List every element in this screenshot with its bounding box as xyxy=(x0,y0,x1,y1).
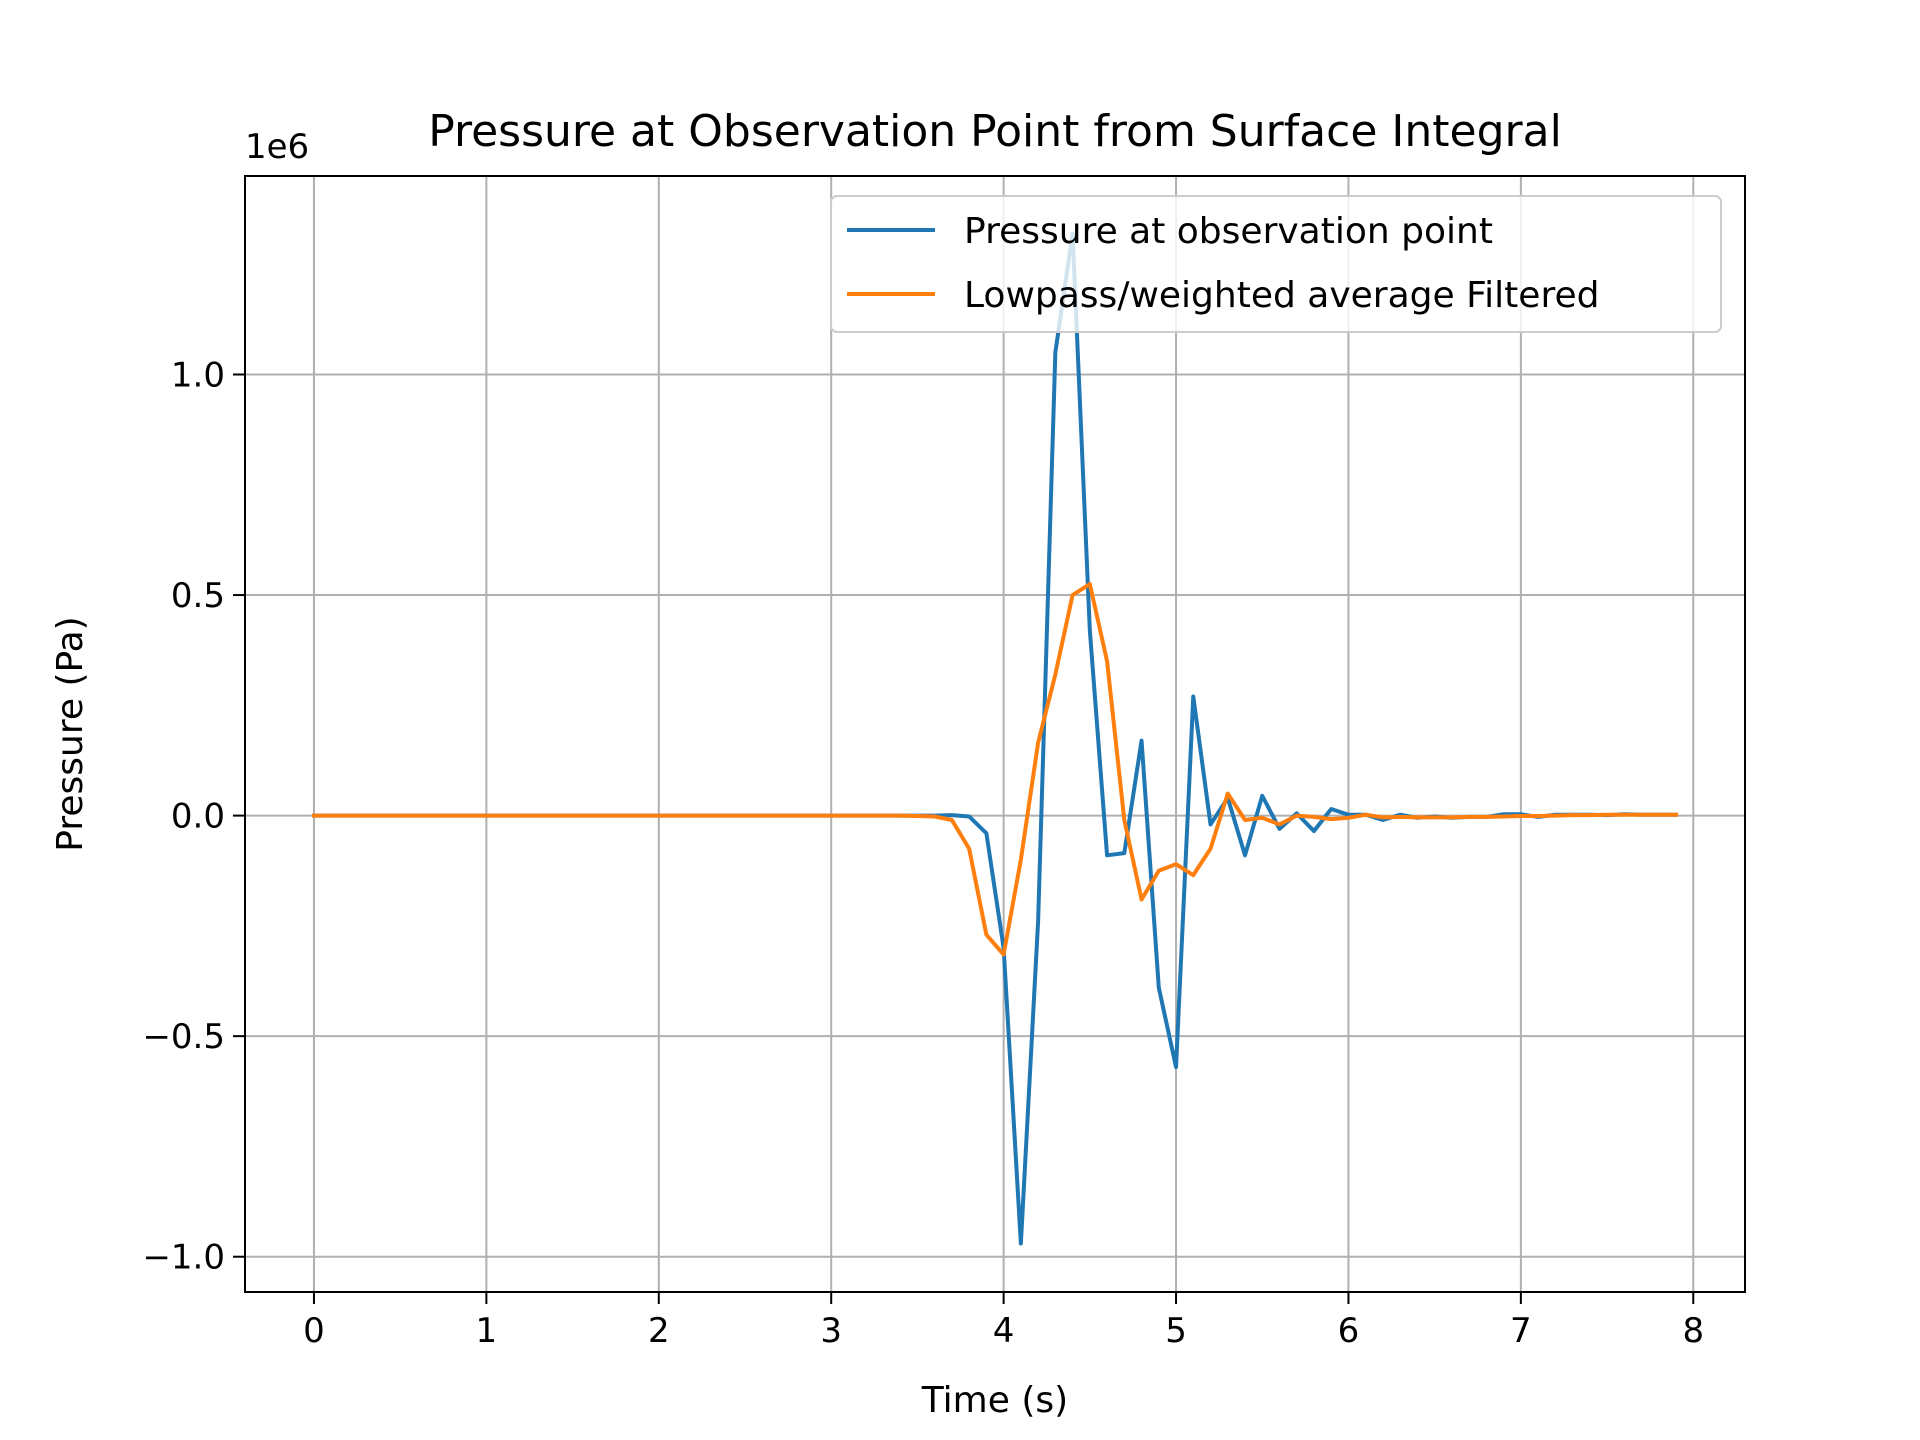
y-tick-label: 0.5 xyxy=(171,576,225,616)
y-tick-label: 0.0 xyxy=(171,797,225,837)
series-layer xyxy=(311,231,1679,1246)
x-tick-label: 1 xyxy=(476,1311,498,1351)
y-tick-label: 1.0 xyxy=(171,355,225,395)
y-tick-label: −0.5 xyxy=(142,1017,225,1057)
x-tick-label: 2 xyxy=(648,1311,670,1351)
legend-label-filtered: Lowpass/weighted average Filtered xyxy=(964,275,1599,316)
legend-label-pressure: Pressure at observation point xyxy=(964,211,1493,252)
x-tick-label: 4 xyxy=(993,1311,1015,1351)
y-axis-label: Pressure (Pa) xyxy=(50,616,91,851)
grid xyxy=(245,176,1745,1292)
x-tick-label: 3 xyxy=(820,1311,842,1351)
chart-title: Pressure at Observation Point from Surfa… xyxy=(428,106,1562,157)
y-tick-label: −1.0 xyxy=(142,1238,225,1278)
y-offset-label: 1e6 xyxy=(245,127,309,167)
x-tick-label: 7 xyxy=(1510,1311,1532,1351)
legend-box xyxy=(830,195,1722,333)
series-line-1 xyxy=(311,582,1679,957)
x-tick-label: 0 xyxy=(303,1311,325,1351)
x-tick-label: 6 xyxy=(1338,1311,1360,1351)
ticks: 0 1 2 3 4 5 6 7 8 −1.0 −0.5 0.0 0.5 1.0 xyxy=(142,355,1704,1351)
legend: Pressure at observation point Lowpass/we… xyxy=(830,195,1722,333)
x-tick-label: 5 xyxy=(1165,1311,1187,1351)
plot-frame xyxy=(244,175,1746,1293)
x-tick-label: 8 xyxy=(1682,1311,1704,1351)
x-axis-label: Time (s) xyxy=(921,1380,1068,1421)
